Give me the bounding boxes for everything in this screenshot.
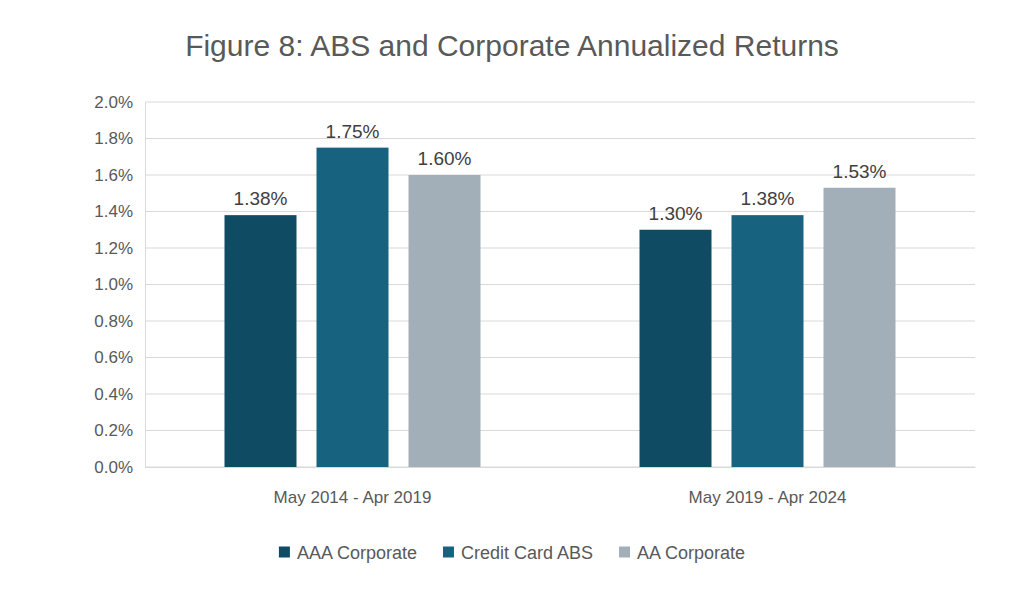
bar xyxy=(317,148,389,467)
grid-line xyxy=(145,138,975,139)
y-tick: 1.6% xyxy=(94,166,145,185)
y-tick: 1.0% xyxy=(94,275,145,294)
bar xyxy=(409,175,481,467)
legend-label: AAA Corporate xyxy=(297,543,417,563)
data-label: 1.60% xyxy=(418,148,472,169)
bar xyxy=(225,215,297,467)
x-axis: May 2014 - Apr 2019 May 2019 - Apr 2024 xyxy=(146,467,976,507)
bar xyxy=(824,188,896,467)
x-tick-label: May 2014 - Apr 2019 xyxy=(274,488,432,507)
x-tick: May 2019 - Apr 2024 xyxy=(689,467,847,507)
y-tick-label: 1.6% xyxy=(94,166,133,185)
data-label: 1.53% xyxy=(833,161,887,182)
legend-label: Credit Card ABS xyxy=(461,543,593,563)
legend-item: Credit Card ABS xyxy=(443,543,593,563)
y-tick-label: 0.0% xyxy=(94,458,133,477)
data-labels: 1.38% 1.30% 1.75% 1.38% 1.60% 1.53% xyxy=(234,121,887,224)
data-label: 1.38% xyxy=(741,188,795,209)
bar xyxy=(732,215,804,467)
y-tick: 1.8% xyxy=(94,129,145,148)
x-tick: May 2014 - Apr 2019 xyxy=(274,467,432,507)
legend-item: AA Corporate xyxy=(619,543,745,563)
y-tick-label: 2.0% xyxy=(94,93,133,112)
legend-item: AAA Corporate xyxy=(279,543,417,563)
y-tick-label: 0.6% xyxy=(94,348,133,367)
data-label: 1.75% xyxy=(326,121,380,142)
y-tick-label: 0.2% xyxy=(94,421,133,440)
y-tick-label: 0.4% xyxy=(94,385,133,404)
y-tick-label: 1.4% xyxy=(94,202,133,221)
data-label: 1.30% xyxy=(649,203,703,224)
y-tick: 0.2% xyxy=(94,421,145,440)
x-axis-line xyxy=(146,467,976,468)
chart: Figure 8: ABS and Corporate Annualized R… xyxy=(0,0,1024,594)
y-axis: 0.0% 0.2% 0.4% 0.6% 0.8% 1.0% 1.2% 1.4% 1.6% 1.8%… xyxy=(94,93,145,477)
data-label: 1.38% xyxy=(234,188,288,209)
bars xyxy=(225,148,896,467)
grid-line xyxy=(145,102,975,103)
y-tick-label: 0.8% xyxy=(94,312,133,331)
y-tick: 1.4% xyxy=(94,202,145,221)
x-tick-label: May 2019 - Apr 2024 xyxy=(689,488,847,507)
title: Figure 8: ABS and Corporate Annualized R… xyxy=(185,29,839,62)
y-tick-label: 1.0% xyxy=(94,275,133,294)
legend-swatch xyxy=(279,547,290,558)
legend-swatch xyxy=(619,547,630,558)
legend-label: AA Corporate xyxy=(637,543,745,563)
legend-swatch xyxy=(443,547,454,558)
y-tick: 2.0% xyxy=(94,93,145,112)
y-tick: 0.8% xyxy=(94,312,145,331)
y-tick: 0.0% xyxy=(94,458,145,477)
y-axis-line xyxy=(145,103,146,468)
y-tick: 0.6% xyxy=(94,348,145,367)
y-tick-label: 1.2% xyxy=(94,239,133,258)
y-tick-label: 1.8% xyxy=(94,129,133,148)
legend: AAA Corporate Credit Card ABS AA Corporate xyxy=(279,543,745,563)
y-tick: 1.2% xyxy=(94,239,145,258)
y-tick: 0.4% xyxy=(94,385,145,404)
bar xyxy=(640,230,712,467)
grid xyxy=(145,102,975,467)
